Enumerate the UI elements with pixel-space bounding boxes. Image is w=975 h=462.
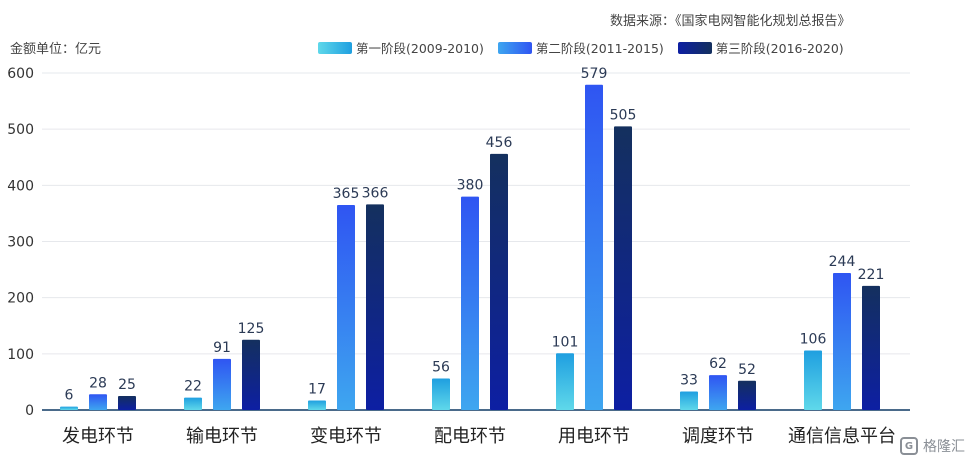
- bar-发电环节-series2: [89, 394, 107, 410]
- y-tick-label: 300: [7, 235, 34, 251]
- data-label: 106: [800, 331, 827, 347]
- bar-通信信息平台-series1: [804, 350, 822, 410]
- bar-变电环节-series3: [366, 204, 384, 410]
- data-label: 380: [457, 178, 484, 194]
- data-label: 505: [610, 107, 637, 123]
- legend-label-phase1: 第一阶段(2009-2010): [356, 41, 484, 56]
- bar-配电环节-series3: [490, 153, 508, 410]
- y-tick-label: 0: [25, 403, 34, 419]
- watermark-text: 格隆汇: [923, 439, 965, 455]
- data-label: 91: [213, 340, 231, 356]
- bar-通信信息平台-series3: [862, 285, 880, 410]
- data-label: 62: [709, 356, 727, 372]
- bar-配电环节-series1: [432, 378, 450, 410]
- legend-swatch-phase3: [677, 41, 712, 54]
- bar-发电环节-series1: [60, 406, 78, 410]
- x-category-label: 配电环节: [434, 426, 506, 447]
- bar-变电环节-series2: [337, 204, 355, 410]
- data-label: 125: [238, 321, 265, 337]
- data-label: 221: [858, 267, 885, 283]
- chart-legend: 第一阶段(2009-2010) 第二阶段(2011-2015) 第三阶段(201…: [318, 38, 844, 57]
- data-label: 25: [118, 377, 136, 393]
- bar-调度环节-series3: [738, 380, 756, 410]
- data-label: 6: [65, 388, 74, 404]
- x-category-label: 用电环节: [558, 426, 630, 447]
- x-category-label: 输电环节: [186, 426, 258, 447]
- watermark: G 格隆汇: [900, 436, 965, 456]
- data-label: 366: [362, 185, 389, 201]
- bar-输电环节-series3: [242, 339, 260, 410]
- x-category-label: 变电环节: [310, 426, 382, 447]
- legend-swatch-phase2: [497, 41, 532, 54]
- data-label: 33: [680, 372, 698, 388]
- unit-label: 金额单位：亿元: [10, 42, 102, 57]
- data-label: 579: [581, 66, 608, 82]
- y-tick-label: 200: [7, 291, 34, 307]
- bar-变电环节-series1: [308, 400, 326, 410]
- legend-label-phase3: 第三阶段(2016-2020): [715, 41, 844, 56]
- data-label: 101: [552, 334, 579, 350]
- data-label: 28: [89, 375, 107, 391]
- bar-输电环节-series1: [184, 397, 202, 410]
- bar-用电环节-series3: [614, 126, 632, 410]
- bar-调度环节-series2: [709, 375, 727, 410]
- y-tick-label: 600: [7, 66, 34, 82]
- data-label: 22: [184, 379, 202, 395]
- bar-调度环节-series1: [680, 391, 698, 410]
- y-tick-label: 500: [7, 122, 34, 138]
- data-label: 244: [829, 254, 856, 270]
- legend-label-phase2: 第二阶段(2011-2015): [535, 41, 664, 56]
- bar-发电环节-series3: [118, 395, 136, 410]
- legend-item-phase2: 第二阶段(2011-2015): [497, 38, 664, 57]
- data-label: 365: [333, 186, 360, 202]
- x-category-label: 发电环节: [62, 426, 134, 447]
- watermark-logo-icon: G: [900, 437, 918, 455]
- data-source-note: 数据来源：《国家电网智能化规划总报告》: [610, 14, 851, 29]
- bar-用电环节-series2: [585, 84, 603, 411]
- legend-item-phase3: 第三阶段(2016-2020): [677, 38, 844, 57]
- legend-swatch-phase1: [318, 41, 352, 54]
- y-tick-label: 400: [7, 178, 34, 194]
- bar-输电环节-series2: [213, 358, 231, 410]
- x-category-label: 通信信息平台: [788, 426, 896, 447]
- y-tick-label: 100: [7, 347, 34, 363]
- data-label: 456: [486, 135, 513, 151]
- data-label: 56: [432, 360, 450, 376]
- legend-item-phase1: 第一阶段(2009-2010): [318, 38, 484, 57]
- bar-通信信息平台-series2: [833, 272, 851, 410]
- x-category-label: 调度环节: [682, 426, 754, 447]
- bar-用电环节-series1: [556, 353, 574, 410]
- data-label: 52: [738, 362, 756, 378]
- data-label: 17: [308, 381, 326, 397]
- bar-配电环节-series2: [461, 196, 479, 410]
